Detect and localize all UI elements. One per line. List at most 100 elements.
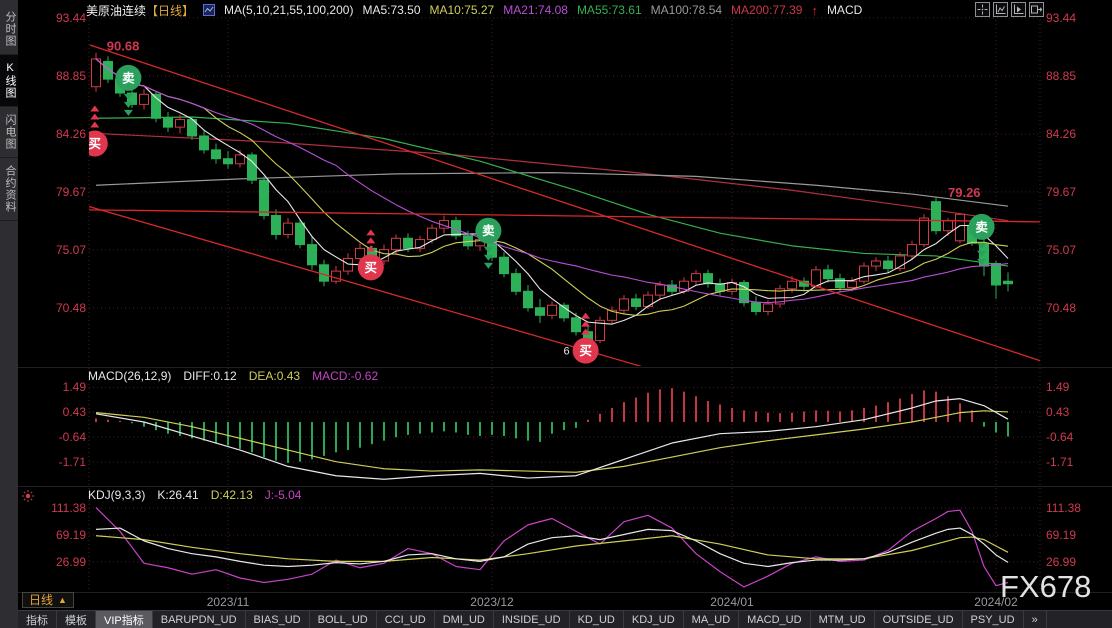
ma-indicator-icon[interactable] [203,4,216,16]
indicator-settings-icon[interactable] [21,489,35,508]
trendline [89,205,643,366]
signal-triangle [90,105,100,112]
indicator-tab-ma-ud[interactable]: MA_UD [684,611,740,628]
signal-triangle [977,242,987,249]
indicator-tab-psy-ud[interactable]: PSY_UD [963,611,1024,628]
y-axis-label-left: 111.38 [51,501,86,515]
y-axis-label-right: 93.44 [1046,11,1076,25]
candle-up [907,244,917,257]
indicator-tab--[interactable]: 指标 [18,611,57,628]
candle-up [391,237,401,251]
candle-up [787,280,797,290]
indicator-tab-vip-[interactable]: VIP指标 [96,611,153,628]
watermark: FX678 [1000,569,1092,604]
candle-down [751,302,761,313]
x-axis-date-label: 2024/01 [710,595,754,609]
candle-down [271,215,281,235]
indicator-tab--[interactable]: 模板 [57,611,96,628]
candle-down [523,290,533,309]
candle-up [871,260,881,267]
candle-up [955,213,965,242]
ma-settings-label: MA(5,10,21,55,100,200) [224,3,354,17]
crosshair-icon[interactable] [975,2,990,17]
candle-up [895,255,905,270]
candle-down [127,92,137,105]
sidebar-tab-time-chart[interactable]: 分时图 [0,4,18,55]
new-window-icon[interactable] [1029,2,1044,17]
candle-up [91,58,101,88]
candle-down [199,135,209,151]
sidebar-tab-kline-chart[interactable]: K线图 [0,55,18,107]
signal-label: 买 [365,261,378,275]
y-axis-label-right: 70.48 [1046,301,1076,315]
indicator-tab-bias-ud[interactable]: BIAS_UD [246,611,310,628]
signal-triangle [977,258,987,265]
signal-label: 卖 [975,219,988,234]
indicator-tab-boll-ud[interactable]: BOLL_UD [310,611,377,628]
axis-pane-icon[interactable] [1011,2,1026,17]
candle-down [247,154,257,181]
macd-dea-value: DEA:0.43 [248,369,301,383]
candle-down [571,317,581,333]
chart-canvas[interactable]: 93.44 93.44 88.85 88.85 84.26 84.26 79.67 79.67… [0,0,1112,610]
kdj-j-value: J:-5.04 [264,488,302,502]
macd-diff-value: DIFF:0.12 [183,369,237,383]
signal-label: 卖 [122,70,135,85]
signal-circle [357,254,384,281]
indicator-tab-bar: 指标 模板 VIP指标 BARUPDN_UD BIAS_UD BOLL_UD CCI_UD D… [18,610,1112,628]
kdj-name: KDJ(9,3,3) [88,488,146,502]
indicator-tab-cci-ud[interactable]: CCI_UD [377,611,435,628]
indicator-tab-dmi-ud[interactable]: DMI_UD [435,611,494,628]
period-tag: 【日线】 [146,3,195,18]
candle-down [715,283,725,292]
buy-signal-marker: 买6 [563,312,599,364]
candle-up [547,304,557,316]
signal-circle [572,337,599,364]
indicator-tab-inside-ud[interactable]: INSIDE_UD [494,611,570,628]
indicator-tab-barupdn-ud[interactable]: BARUPDN_UD [153,611,246,628]
signal-triangle [483,262,493,269]
candle-down [883,260,893,270]
signal-triangle [123,101,133,108]
period-selector[interactable]: 日线 ▲ [22,592,74,608]
kdj-panel-header: KDJ(9,3,3) K:26.41 D:42.13 J:-5.04 [88,488,301,502]
y-axis-label-right: 88.85 [1046,69,1076,83]
indicator-tab-macd-ud[interactable]: MACD_UD [739,611,811,628]
y-axis-label-left: 79.67 [56,185,86,199]
j-line [95,507,1009,588]
signal-circle [475,217,502,244]
sidebar-tab-contract-info[interactable]: 合约资料 [0,158,18,221]
y-axis-label-left: -0.64 [59,430,87,444]
signal-triangle [366,237,376,244]
ma200-value: MA200:77.39 [731,3,803,17]
ma5-line [95,58,1009,325]
sidebar-tab-lightning-chart[interactable]: 闪电图 [0,107,18,158]
indicator-tab-mtm-ud[interactable]: MTM_UD [811,611,875,628]
candle-down [991,263,1001,286]
y-axis-label-right: 0.43 [1046,405,1070,419]
y-axis-label-left: 88.85 [56,69,86,83]
axis-scale-icon[interactable] [993,2,1008,17]
candle-up [175,119,185,128]
instrument-title: 美原油连续 [86,3,147,18]
dea-line [95,410,1009,473]
more-tabs-button[interactable]: » [1024,611,1047,628]
y-axis-label-right: 79.67 [1046,185,1076,199]
ma100-line [95,171,1009,207]
candle-up [847,280,857,289]
candle-up [655,284,665,296]
signal-triangle [581,312,591,319]
indicator-tab-outside-ud[interactable]: OUTSIDE_UD [875,611,963,628]
candle-up [415,239,425,249]
signal-label: 卖 [482,223,495,238]
signal-triangle [366,229,376,236]
candle-down [403,237,413,249]
chart-toolbar [975,2,1044,17]
candle-up [619,298,629,311]
indicator-tab-kd-ud[interactable]: KD_UD [570,611,624,628]
indicator-tab-kdj-ud[interactable]: KDJ_UD [624,611,684,628]
signal-triangle [581,320,591,327]
signal-triangle [483,254,493,261]
candle-down [1003,280,1013,285]
candle-up [355,247,365,259]
